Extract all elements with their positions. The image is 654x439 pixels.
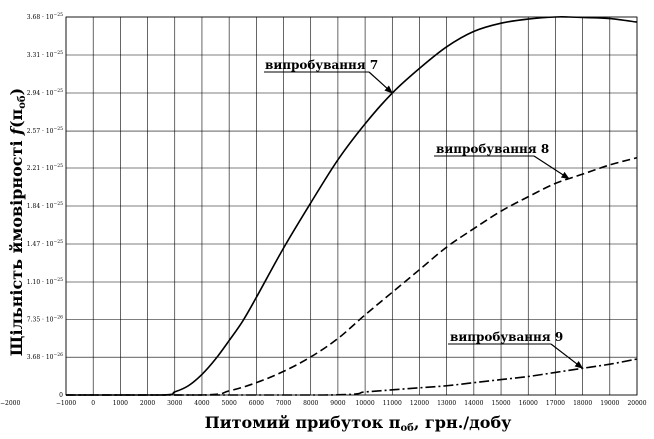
series-line-2 (65, 156, 638, 396)
x-tick-label: 2000 (140, 400, 155, 407)
y-tick-label: 1.47 · 10−25 (27, 239, 63, 248)
x-tick-label-extra: −2000 (0, 400, 20, 407)
x-tick-label: 17000 (546, 400, 565, 407)
x-tick-label: 16000 (519, 400, 538, 407)
x-tick-label: 8000 (303, 400, 318, 407)
annotation-arrow (533, 155, 570, 180)
x-tick-label: 13000 (437, 400, 456, 407)
y-axis-label: Щільність ймовірності f(поб) (7, 88, 28, 356)
y-tick-label: 1.10 · 10−25 (27, 277, 63, 286)
x-tick-label: 15000 (492, 400, 511, 407)
x-tick-label: −1000 (56, 400, 76, 407)
series-line-1 (65, 16, 638, 396)
annotation-label-3: випробування 9 (450, 330, 563, 344)
x-tick-label: 9000 (330, 400, 345, 407)
x-axis-label: Питомий прибуток поб, грн./добу (205, 413, 512, 434)
annotation-label-2: випробування 8 (436, 142, 549, 156)
series-line-3 (65, 358, 638, 396)
x-tick-label: 3000 (167, 400, 182, 407)
grid (65, 16, 638, 396)
x-tick-label: 6000 (249, 400, 264, 407)
y-tick-label: 3.68 · 10−25 (27, 12, 63, 21)
x-tick-label: 5000 (222, 400, 237, 407)
x-tick-label: 20000 (627, 400, 646, 407)
x-tick-label: 7000 (276, 400, 291, 407)
y-tick-label: 3.31 · 10−25 (27, 50, 63, 59)
x-tick-label: 14000 (464, 400, 483, 407)
y-tick-label: 2.57 · 10−25 (27, 126, 63, 135)
y-tick-label: 0 (59, 392, 63, 399)
x-tick-label: 11000 (383, 400, 402, 407)
annotation-arrow (368, 71, 393, 94)
y-tick-label: 1.84 · 10−25 (27, 201, 63, 210)
tick-labels: −1000 0 1000 2000 3000 4000 5000 6000 7000 8000 90… (0, 12, 647, 407)
annotation-label-1: випробування 7 (265, 58, 378, 72)
series-layer (65, 16, 638, 396)
y-tick-label: 2.94 · 10−25 (27, 88, 63, 97)
y-tick-label: 2.21 · 10−25 (27, 163, 63, 172)
x-tick-label: 18000 (573, 400, 592, 407)
annotation-arrow (550, 343, 584, 369)
x-tick-label: 19000 (600, 400, 619, 407)
x-tick-label: 4000 (194, 400, 209, 407)
y-tick-label: 3.68 · 10−26 (27, 352, 63, 361)
x-tick-label: 12000 (410, 400, 429, 407)
x-tick-label: 10000 (356, 400, 375, 407)
x-tick-label: 1000 (113, 400, 128, 407)
y-tick-label: 7.35 · 10−26 (27, 315, 63, 324)
annotations: випробування 7 випробування 8 випробування… (264, 58, 584, 369)
x-tick-label: 0 (91, 400, 95, 407)
